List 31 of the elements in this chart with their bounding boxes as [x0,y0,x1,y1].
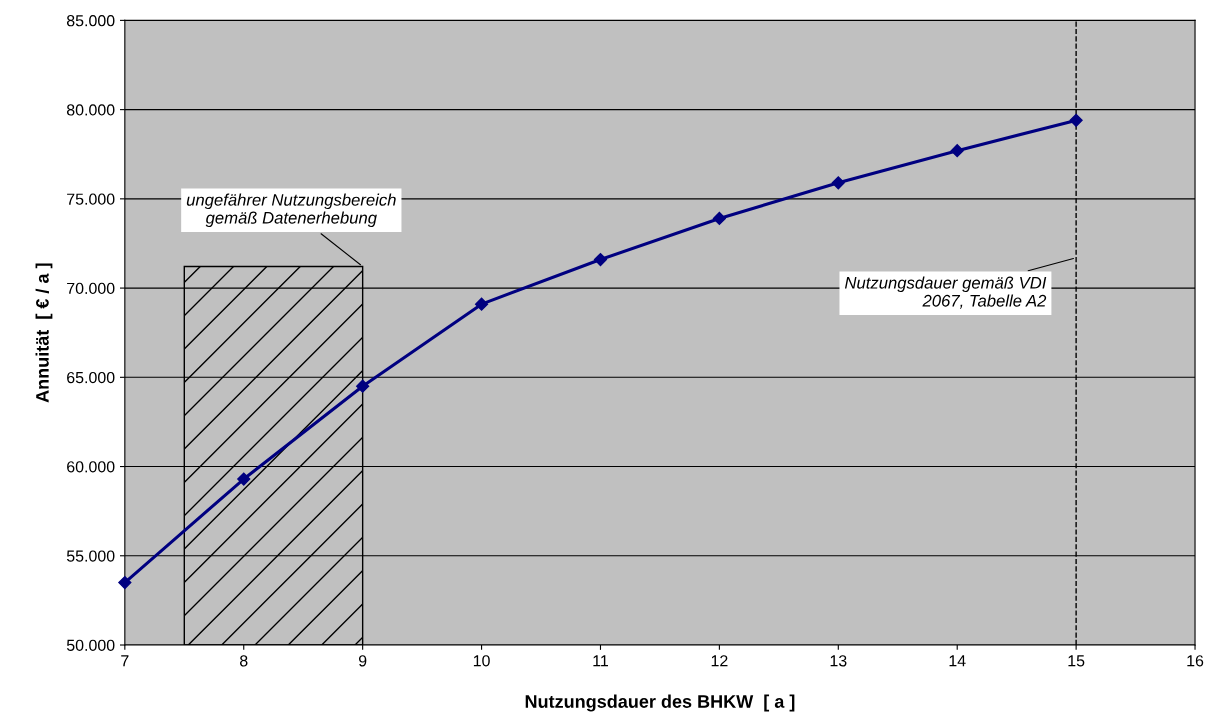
point [712,211,726,226]
x-tick-label: 10 [473,655,490,667]
point [950,144,964,158]
point [237,472,251,486]
x-axis-title: Nutzungsdauer des BHKW [ a ] [525,694,795,712]
y-tick-label: 55.000 [66,550,115,562]
point [474,297,489,311]
x-tick-label: 7 [121,655,129,667]
point [1069,113,1083,127]
y-tick-label: 75.000 [67,193,115,205]
x-tick-label: 16 [1187,655,1204,667]
y-tick-label: 70.000 [67,282,115,295]
x-tick-label: 15 [1068,655,1085,667]
point [356,379,370,393]
y-tick-label: 65.000 [67,371,115,384]
point [593,252,608,267]
x-tick-label: 14 [949,655,966,667]
x-tick-label: 8 [240,655,248,667]
y-tick-label: 85.000 [66,15,115,27]
x-tick-label: 13 [830,655,847,667]
y-tick-label: 60.000 [67,461,115,473]
x-tick-label: 11 [593,655,608,667]
x-tick-label: 12 [711,655,728,667]
y-axis-title: Annuität [ € / a ] [35,263,53,403]
y-tick-label: 80.000 [66,104,115,116]
band-label: ungefährer Nutzungsbereich gemäß Datenerhebung [186,193,396,228]
x-tick-label: 9 [358,655,367,667]
point [118,575,132,590]
point [831,176,845,190]
y-tick-label: 50.000 [66,639,115,651]
ref-line-label: Nutzungsdauer gemäß VDI 2067, Tabelle A2 [844,276,1047,309]
